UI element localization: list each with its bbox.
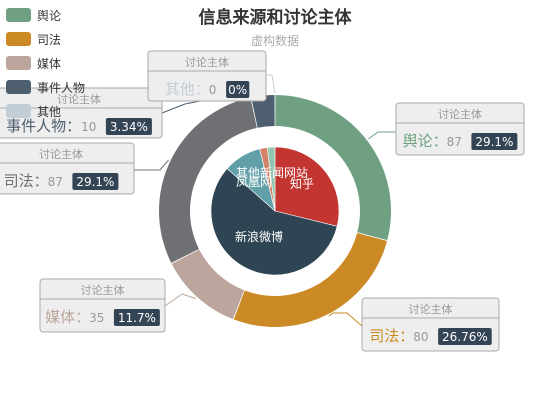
slice-label-heading: 讨论主体 bbox=[57, 92, 101, 106]
slice-label-value: 87 bbox=[447, 135, 462, 149]
slice-label-name: 其他： bbox=[165, 80, 210, 98]
inner-slice-label-0: 知乎 bbox=[290, 177, 314, 191]
slice-label-value: 10 bbox=[81, 120, 96, 134]
inner-slice-label-1: 新浪微博 bbox=[235, 229, 283, 244]
slice-label-percent: 26.76% bbox=[442, 330, 488, 344]
inner-slice-1[interactable] bbox=[210, 168, 338, 276]
legend-label: 媒体 bbox=[37, 56, 62, 71]
leader-line-1 bbox=[328, 312, 363, 327]
slice-label-percent: 29.1% bbox=[475, 135, 513, 149]
legend-swatch bbox=[6, 104, 31, 118]
inner-slice-4[interactable] bbox=[266, 146, 276, 212]
inner-slice-0[interactable] bbox=[274, 146, 340, 227]
slice-label-heading: 讨论主体 bbox=[39, 147, 83, 161]
legend-swatch bbox=[6, 56, 31, 70]
slice-label-value: 0 bbox=[209, 83, 217, 97]
slice-label-percent: 3.34% bbox=[110, 120, 148, 134]
slice-label-heading: 讨论主体 bbox=[409, 302, 453, 316]
leader-line-2 bbox=[164, 293, 196, 307]
legend-item-1[interactable]: 司法 bbox=[6, 27, 85, 51]
outer-slice-0[interactable] bbox=[275, 95, 391, 241]
slice-label-value: 80 bbox=[413, 330, 428, 344]
slice-label-percent: 11.7% bbox=[118, 311, 156, 325]
outer-slice-1[interactable] bbox=[233, 232, 388, 328]
slice-label-name: 司法： bbox=[4, 172, 49, 190]
slice-label-value: 87 bbox=[48, 175, 63, 189]
inner-slice-label-3: 其他新闻网站 bbox=[236, 165, 308, 180]
legend-swatch bbox=[6, 80, 31, 94]
chart-title: 信息来源和讨论主体 bbox=[198, 8, 352, 28]
chart-subtitle: 虚构数据 bbox=[250, 34, 299, 48]
legend-item-3[interactable]: 事件人物 bbox=[6, 75, 85, 99]
slice-label-name: 司法： bbox=[369, 327, 414, 345]
slice-label-heading: 讨论主体 bbox=[438, 107, 482, 121]
slice-label-percent: 0% bbox=[228, 83, 247, 97]
slice-label-percent: 29.1% bbox=[76, 175, 114, 189]
legend-label: 舆论 bbox=[37, 8, 62, 23]
leader-line-5 bbox=[266, 74, 276, 94]
slice-label-name: 舆论： bbox=[403, 132, 448, 150]
slice-label-name: 事件人物： bbox=[6, 117, 81, 135]
slice-label-value: 35 bbox=[89, 311, 104, 325]
legend-label: 事件人物 bbox=[37, 80, 86, 95]
legend: 舆论司法媒体事件人物其他 bbox=[6, 3, 85, 123]
slice-label-name: 媒体： bbox=[45, 308, 90, 326]
legend-item-2[interactable]: 媒体 bbox=[6, 51, 85, 75]
outer-slice-2[interactable] bbox=[171, 249, 245, 320]
slice-label-heading: 讨论主体 bbox=[81, 283, 125, 297]
slice-label-heading: 讨论主体 bbox=[185, 55, 229, 69]
legend-item-0[interactable]: 舆论 bbox=[6, 3, 85, 27]
leader-line-3 bbox=[134, 159, 169, 171]
legend-label: 司法 bbox=[37, 32, 62, 47]
inner-slice-label-2: 凤凰网 bbox=[236, 175, 272, 189]
legend-swatch bbox=[6, 32, 31, 46]
leader-line-0 bbox=[368, 131, 396, 140]
legend-swatch bbox=[6, 8, 31, 22]
outer-slice-3[interactable] bbox=[159, 97, 257, 263]
legend-label: 其他 bbox=[37, 104, 62, 119]
outer-slice-4[interactable] bbox=[251, 95, 275, 128]
legend-item-4[interactable]: 其他 bbox=[6, 99, 85, 123]
